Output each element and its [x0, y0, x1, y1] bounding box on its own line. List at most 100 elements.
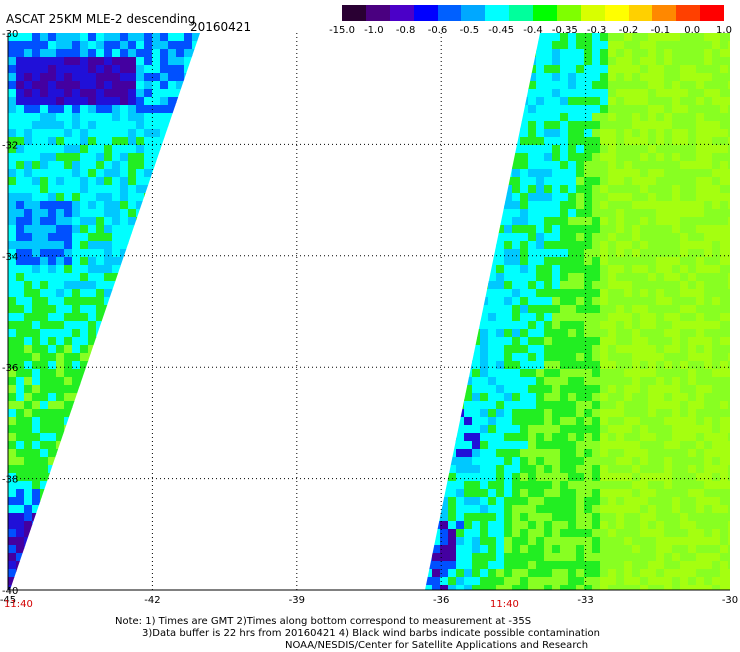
swath-pixel	[480, 65, 489, 74]
swath-pixel	[152, 305, 161, 314]
swath-pixel	[425, 513, 433, 522]
swath-pixel	[728, 145, 730, 154]
swath-pixel	[104, 465, 113, 474]
swath-pixel	[24, 41, 33, 50]
swath-pixel	[120, 433, 129, 442]
swath-pixel	[632, 217, 641, 226]
swath-pixel	[88, 537, 97, 546]
swath-pixel	[728, 201, 730, 210]
swath-pixel	[704, 233, 713, 242]
swath-pixel	[152, 97, 161, 106]
swath-pixel	[72, 249, 81, 258]
swath-pixel	[192, 273, 200, 282]
swath-pixel	[664, 585, 673, 590]
swath-pixel	[136, 105, 145, 114]
swath-pixel	[696, 401, 705, 410]
swath-pixel	[184, 537, 193, 546]
swath-pixel	[704, 241, 713, 250]
swath-pixel	[496, 417, 505, 426]
swath-pixel	[80, 273, 89, 282]
swath-pixel	[720, 529, 729, 538]
swath-pixel	[488, 537, 497, 546]
swath-pixel	[696, 537, 705, 546]
swath-pixel	[616, 241, 625, 250]
swath-pixel	[425, 505, 433, 514]
swath-pixel	[664, 569, 673, 578]
swath-pixel	[425, 433, 433, 442]
swath-pixel	[552, 521, 561, 530]
swath-pixel	[488, 65, 497, 74]
swath-pixel	[192, 201, 200, 210]
swath-pixel	[600, 345, 609, 354]
swath-pixel	[704, 249, 713, 258]
swath-pixel	[728, 465, 730, 474]
swath-pixel	[432, 297, 441, 306]
swath-pixel	[680, 441, 689, 450]
swath-pixel	[560, 145, 569, 154]
swath-pixel	[144, 305, 153, 314]
swath-pixel	[464, 273, 473, 282]
swath-pixel	[104, 241, 113, 250]
swath-pixel	[520, 65, 529, 74]
swath-pixel	[720, 241, 729, 250]
swath-pixel	[520, 113, 529, 122]
swath-pixel	[680, 505, 689, 514]
swath-pixel	[528, 105, 537, 114]
swath-pixel	[432, 481, 441, 490]
swath-pixel	[600, 369, 609, 378]
swath-pixel	[144, 193, 153, 202]
swath-pixel	[680, 177, 689, 186]
swath-pixel	[704, 305, 713, 314]
longitude-label: -36	[433, 595, 449, 606]
swath-pixel	[640, 241, 649, 250]
swath-pixel	[656, 489, 665, 498]
swath-pixel	[184, 121, 193, 130]
swath-pixel	[720, 577, 729, 586]
swath-pixel	[592, 505, 601, 514]
swath-pixel	[584, 433, 593, 442]
swath-pixel	[456, 513, 465, 522]
swath-pixel	[456, 337, 465, 346]
swath-pixel	[696, 353, 705, 362]
swath-pixel	[552, 297, 561, 306]
swath-pixel	[496, 193, 505, 202]
swath-pixel	[608, 465, 617, 474]
swath-pixel	[712, 497, 721, 506]
swath-pixel	[432, 265, 441, 274]
swath-pixel	[425, 57, 433, 66]
swath-pixel	[80, 585, 89, 590]
swath-pixel	[560, 401, 569, 410]
swath-pixel	[624, 257, 633, 266]
swath-pixel	[504, 345, 513, 354]
swath-pixel	[520, 393, 529, 402]
swath-pixel	[168, 409, 177, 418]
longitude-label: -39	[289, 595, 305, 606]
swath-pixel	[88, 361, 97, 370]
swath-pixel	[568, 225, 577, 234]
swath-pixel	[112, 345, 121, 354]
swath-pixel	[448, 321, 457, 330]
swath-pixel	[728, 257, 730, 266]
swath-pixel	[448, 481, 457, 490]
swath-pixel	[592, 89, 601, 98]
swath-pixel	[552, 409, 561, 418]
swath-pixel	[568, 377, 577, 386]
swath-pixel	[136, 505, 145, 514]
swath-pixel	[144, 137, 153, 146]
swath-pixel	[648, 153, 657, 162]
swath-pixel	[120, 217, 129, 226]
swath-pixel	[464, 521, 473, 530]
swath-pixel	[648, 377, 657, 386]
swath-pixel	[496, 297, 505, 306]
swath-pixel	[592, 369, 601, 378]
swath-pixel	[616, 345, 625, 354]
swath-pixel	[624, 65, 633, 74]
swath-pixel	[688, 177, 697, 186]
swath-pixel	[496, 145, 505, 154]
swath-pixel	[712, 505, 721, 514]
swath-pixel	[536, 313, 545, 322]
swath-pixel	[8, 553, 17, 562]
swath-pixel	[192, 337, 200, 346]
swath-pixel	[160, 489, 169, 498]
swath-pixel	[688, 297, 697, 306]
